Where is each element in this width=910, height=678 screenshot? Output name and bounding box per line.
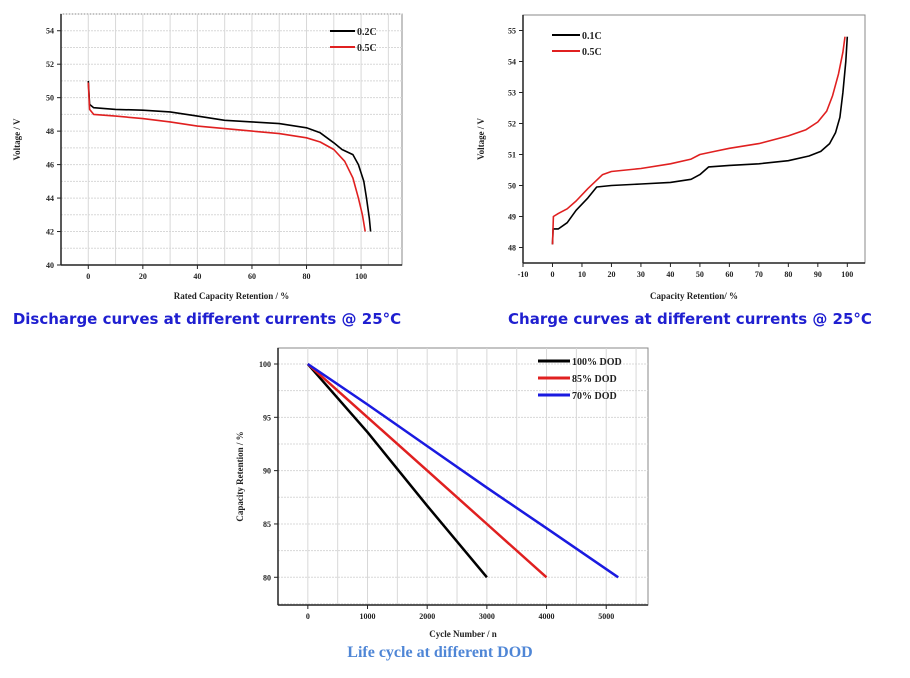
chart-1: 0 20 40 60 80 100 40 42 44 46 48 50 52 54 Rated Capaci…: [12, 13, 403, 328]
x-axis-label: Capacity Retention/ %: [650, 291, 738, 301]
x-tick-label: 60: [725, 270, 733, 279]
x-tick-label: 90: [814, 270, 822, 279]
x-axis-label: Cycle Number / n: [429, 629, 497, 639]
x-tick-label: 0: [86, 272, 90, 281]
plot-area: [522, 14, 866, 264]
x-tick-label: 40: [193, 272, 201, 281]
legend-label: 100% DOD: [572, 357, 622, 368]
chart-2: -10 0 10 20 30 40 50 60 70 80 90 100 48 49 50 51 52 53 54 5…: [476, 14, 872, 328]
y-tick-label: 50: [508, 182, 516, 191]
x-tick-label: -10: [518, 270, 529, 279]
y-tick-label: 100: [259, 360, 271, 369]
x-tick-label: 2000: [419, 612, 435, 621]
x-tick-label: 30: [637, 270, 645, 279]
y-tick-label: 50: [46, 94, 54, 103]
x-tick-label: 100: [355, 272, 367, 281]
y-tick-label: 44: [46, 194, 54, 203]
x-tick-label: 70: [755, 270, 763, 279]
x-axis-label: Rated Capacity Retention / %: [174, 291, 290, 301]
x-tick-label: 3000: [479, 612, 495, 621]
y-tick-label: 48: [46, 127, 54, 136]
y-tick-label: 90: [263, 467, 271, 476]
x-tick-label: 5000: [598, 612, 614, 621]
x-tick-label: 1000: [360, 612, 376, 621]
y-tick-label: 54: [46, 27, 54, 36]
x-tick-label: 10: [578, 270, 586, 279]
y-axis-label: Voltage / V: [476, 118, 486, 161]
legend-label: 0.5C: [582, 47, 602, 58]
legend-label: 0.2C: [357, 27, 377, 38]
chart-caption: Life cycle at different DOD: [347, 644, 532, 661]
x-tick-label: 100: [841, 270, 853, 279]
series-line-0-1c: [551, 36, 849, 245]
y-tick-label: 53: [508, 89, 516, 98]
y-tick-label: 85: [263, 520, 271, 529]
x-tick-label: 60: [248, 272, 256, 281]
chart-3: 0 1000 2000 3000 4000 5000 80 85 90 95 100 Cycle Nu…: [235, 347, 649, 661]
legend-label: 0.1C: [582, 31, 602, 42]
y-tick-label: 51: [508, 151, 516, 160]
series-line-85-dod: [306, 363, 548, 579]
series-line-0-5c: [551, 36, 846, 245]
series-line-70-dod: [307, 362, 619, 579]
series-line-0-2c: [87, 80, 372, 232]
y-tick-label: 52: [508, 120, 516, 129]
series-line-100-dod: [306, 363, 488, 579]
x-tick-label: 20: [607, 270, 615, 279]
x-tick-label: 80: [784, 270, 792, 279]
y-tick-label: 52: [46, 60, 54, 69]
x-tick-label: 80: [303, 272, 311, 281]
plot-area: [60, 13, 403, 266]
y-tick-label: 95: [263, 413, 271, 422]
x-tick-label: 40: [666, 270, 674, 279]
x-tick-label: 0: [306, 612, 310, 621]
y-tick-label: 54: [508, 58, 516, 67]
legend-label: 70% DOD: [572, 391, 617, 402]
y-tick-label: 49: [508, 213, 516, 222]
x-tick-label: 0: [550, 270, 554, 279]
y-tick-label: 40: [46, 261, 54, 270]
x-tick-label: 4000: [539, 612, 555, 621]
chart-caption: Discharge curves at different currents @…: [13, 310, 401, 328]
legend-label: 0.5C: [357, 43, 377, 54]
y-axis-label: Capacity Retention / %: [235, 431, 245, 521]
x-tick-label: 20: [139, 272, 147, 281]
y-tick-label: 55: [508, 27, 516, 36]
y-tick-label: 42: [46, 228, 54, 237]
series-line-0-5c: [87, 82, 366, 232]
y-axis-label: Voltage / V: [12, 118, 22, 161]
y-tick-label: 48: [508, 244, 516, 253]
chart-caption: Charge curves at different currents @ 25…: [508, 310, 872, 328]
legend-label: 85% DOD: [572, 374, 617, 385]
x-tick-label: 50: [696, 270, 704, 279]
y-tick-label: 46: [46, 161, 54, 170]
y-tick-label: 80: [263, 573, 271, 582]
